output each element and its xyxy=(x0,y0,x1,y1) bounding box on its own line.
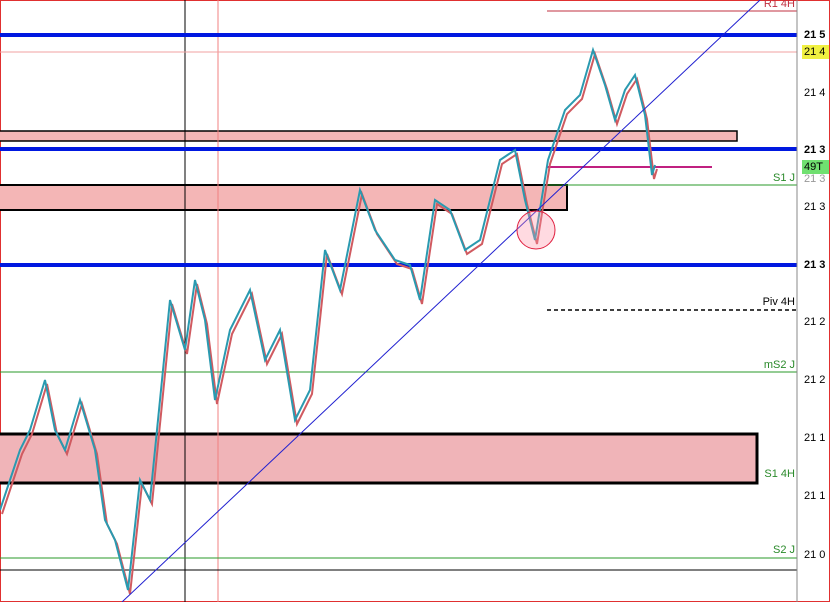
axis-label: 21 1 xyxy=(804,432,825,444)
highlight-circle xyxy=(516,210,556,250)
axis-label: 21 4 xyxy=(804,87,825,99)
axis-label: 21 3 xyxy=(804,201,825,213)
level-label: S1 4H xyxy=(764,468,795,480)
level-label: mS2 J xyxy=(764,359,795,371)
axis-label: 21 3 xyxy=(804,144,825,156)
zone xyxy=(0,130,738,142)
axis-label: 21 2 xyxy=(804,316,825,328)
axis-label: 21 2 xyxy=(804,374,825,386)
level-label: Piv 4H xyxy=(763,296,795,308)
axis-label: 21 3 xyxy=(804,173,825,185)
price-badge xyxy=(802,160,829,174)
zone xyxy=(0,432,759,485)
axis-label: 21 0 xyxy=(804,549,825,561)
trendline xyxy=(121,0,761,602)
level-label: R1 4H xyxy=(764,0,795,10)
price-path-up xyxy=(0,46,656,591)
level-label: S1 J xyxy=(773,172,795,184)
marker-label: 49T xyxy=(804,161,823,173)
axis-label: 21 3 xyxy=(804,259,825,271)
price-badge xyxy=(802,45,829,59)
axis-label: 21 4 xyxy=(804,46,825,58)
level-label: S2 J xyxy=(773,544,795,556)
zone xyxy=(0,184,568,211)
axis-label: 21 1 xyxy=(804,490,825,502)
axis-label: 21 5 xyxy=(804,29,825,41)
price-path-down xyxy=(1,50,658,595)
